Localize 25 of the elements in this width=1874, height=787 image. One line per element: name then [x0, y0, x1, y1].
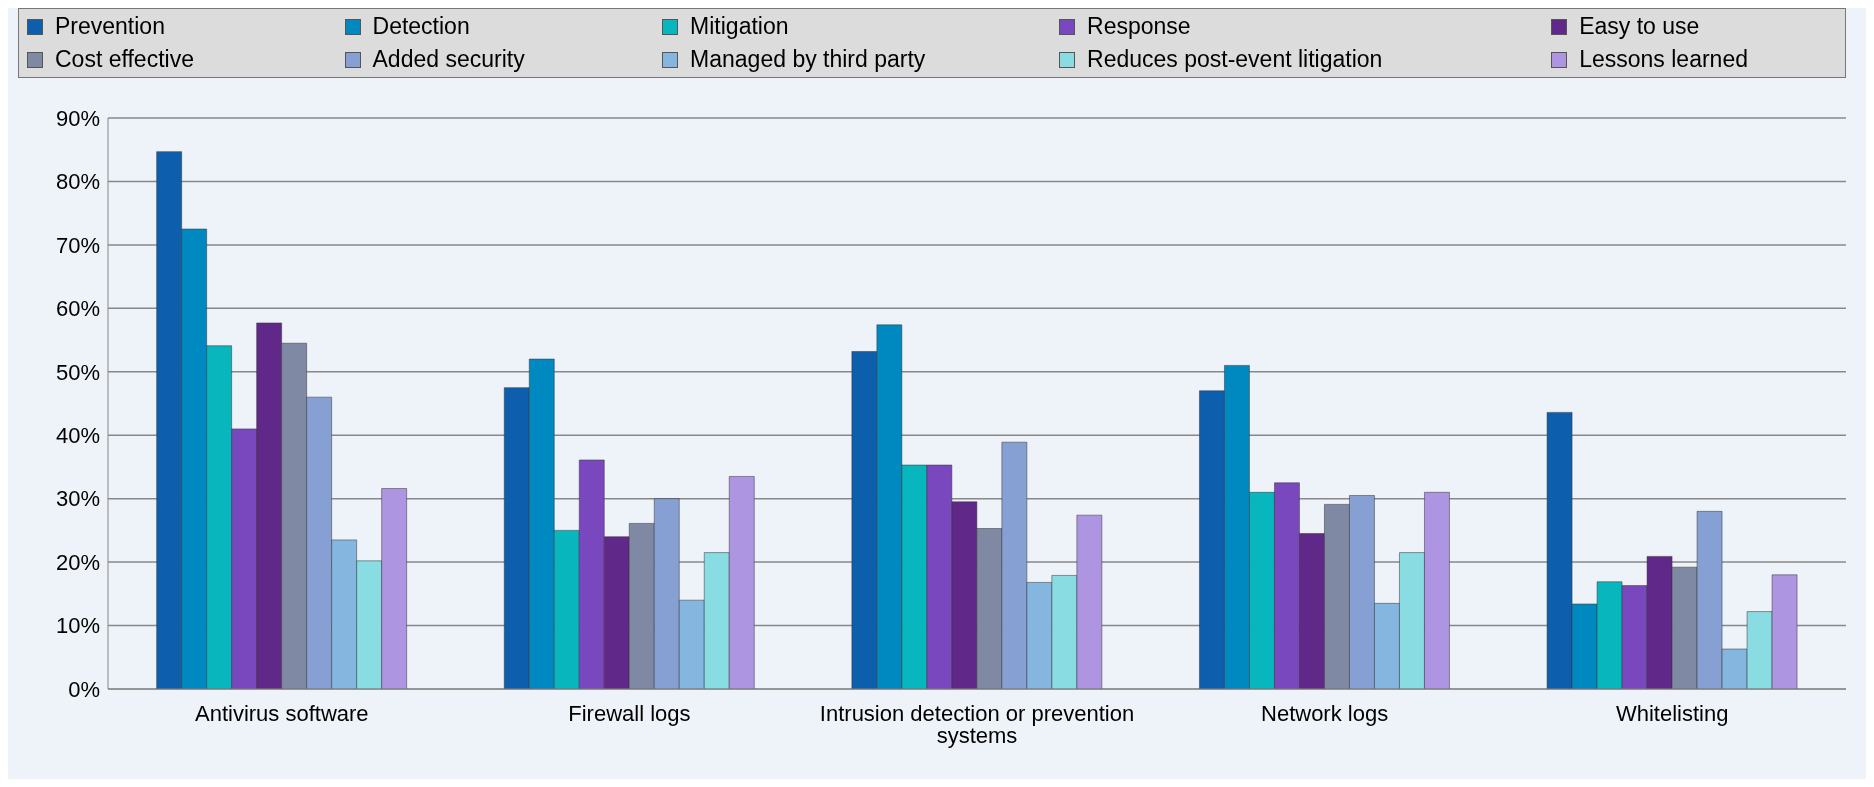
legend-label: Detection — [372, 13, 470, 40]
x-tick-label: Whitelisting — [1615, 700, 1729, 726]
y-tick-label: 60% — [55, 296, 100, 322]
legend-label: Managed by third party — [690, 46, 926, 73]
legend-label: Mitigation — [690, 13, 789, 40]
legend-label: Lessons learned — [1579, 46, 1748, 73]
legend-label: Added security — [372, 46, 525, 73]
legend-label: Reduces post-event litigation — [1087, 46, 1383, 73]
y-tick-label: 10% — [55, 613, 100, 639]
y-tick-label: 50% — [55, 359, 100, 385]
x-tick-label: Intrusion detection or prevention systems — [819, 700, 1135, 748]
y-tick-label: 20% — [55, 549, 100, 575]
legend-label: Response — [1087, 13, 1191, 40]
y-tick-label: 90% — [55, 105, 100, 131]
y-tick-label: 30% — [55, 486, 100, 512]
x-tick-label: Network logs — [1261, 700, 1389, 726]
x-tick-label: Firewall logs — [568, 700, 691, 726]
y-tick-label: 40% — [55, 423, 100, 449]
legend-label: Prevention — [55, 13, 165, 40]
legend-label: Easy to use — [1579, 13, 1700, 40]
y-tick-label: 70% — [55, 232, 100, 258]
x-tick-label: Antivirus software — [194, 700, 369, 726]
y-tick-label: 80% — [55, 169, 100, 195]
y-tick-label: 0% — [68, 676, 100, 702]
legend-label: Cost effective — [55, 46, 194, 73]
